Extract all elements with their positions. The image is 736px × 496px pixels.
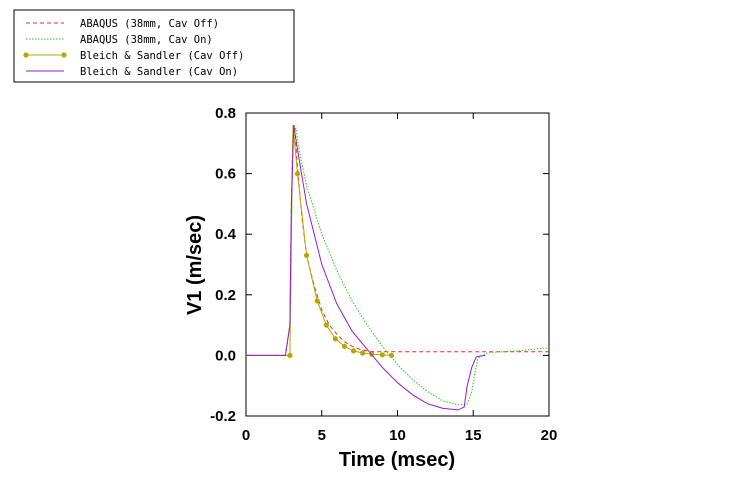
legend-box: [13, 9, 295, 83]
legend-label: Bleich & Sandler (Cav Off): [80, 50, 244, 62]
series-point: [323, 322, 329, 328]
legend-label: Bleich & Sandler (Cav On): [80, 66, 238, 78]
series-point: [294, 171, 301, 177]
y-tick-label: 0.2: [215, 287, 236, 304]
x-tick-label: 0: [242, 427, 250, 444]
x-tick-label: 10: [389, 427, 406, 444]
series-point: [379, 352, 385, 358]
y-axis-label: V1 (m/sec): [184, 215, 206, 315]
legend: ABAQUS (38mm, Cav Off) ABAQUS (38mm, Cav …: [13, 9, 295, 83]
series-point: [388, 352, 395, 358]
x-tick-label: 20: [541, 427, 558, 444]
legend-label: ABAQUS (38mm, Cav On): [80, 34, 213, 46]
legend-label: ABAQUS (38mm, Cav Off): [80, 18, 219, 30]
series-line-0: [246, 124, 549, 356]
x-tick-label: 15: [465, 427, 482, 444]
series-point: [341, 343, 348, 349]
y-tick-label: 0.4: [215, 226, 237, 243]
x-axis-label: Time (msec): [339, 449, 455, 471]
series-point: [314, 298, 320, 304]
legend-marker: [23, 52, 29, 58]
y-tick-label: -0.2: [210, 408, 236, 425]
series-point: [287, 352, 293, 358]
series-point: [332, 336, 338, 342]
y-tick-label: 0.0: [215, 347, 236, 364]
series-point: [304, 252, 310, 259]
series-line-3: [246, 125, 486, 411]
series-point: [360, 350, 366, 356]
series-point: [350, 348, 357, 354]
series-group: [246, 124, 550, 411]
y-tick-label: 0.6: [215, 166, 236, 183]
series-line-2: [246, 125, 392, 356]
legend-marker: [61, 52, 67, 58]
y-tick-label: 0.8: [215, 105, 236, 122]
x-tick-label: 5: [318, 427, 326, 444]
